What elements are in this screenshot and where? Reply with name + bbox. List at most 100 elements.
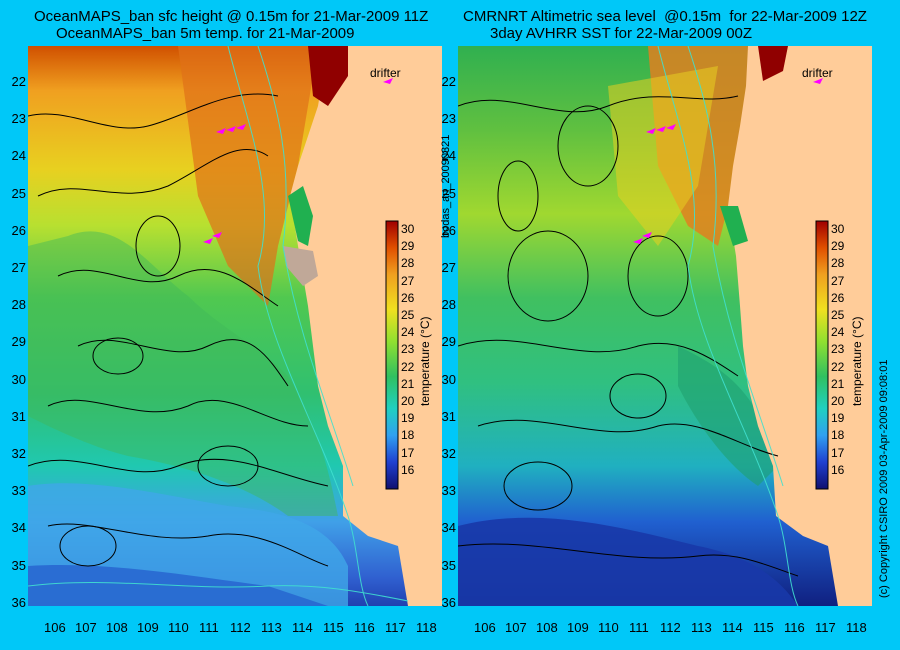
right-y-tick: 28: [441, 297, 456, 313]
right-x-tick: 118: [846, 620, 867, 635]
left-y-tick: 22: [11, 74, 26, 89]
left-x-tick: 107: [75, 620, 97, 635]
left-colorbar-tick: 28: [401, 256, 415, 271]
right-colorbar-tick: 29: [831, 239, 845, 254]
right-x-tick: 114: [722, 620, 743, 635]
right-y-tick: 36: [441, 594, 456, 610]
left-y-tick: 30: [11, 371, 26, 387]
left-x-tick: 117: [385, 620, 406, 635]
right-y-tick: 25: [441, 185, 456, 201]
right-drifter-markers: [633, 78, 823, 244]
left-x-tick: 116: [354, 620, 375, 635]
left-x-tick: 108: [106, 620, 128, 635]
left-colorbar-tick: 21: [401, 376, 415, 391]
right-colorbar-tick: 23: [831, 342, 845, 357]
right-colorbar-label: temperature (°C): [850, 316, 864, 407]
left-y-tick: 35: [11, 557, 26, 573]
copyright-text: (c) Copyright CSIRO 2009 03-Apr-2009 09:…: [878, 359, 890, 598]
right-colorbar-tick: 21: [831, 376, 845, 391]
right-y-tick: 31: [441, 408, 456, 424]
right-colorbar-tick: 26: [831, 290, 845, 305]
left-map-svg: [28, 46, 442, 606]
left-map-panel: [28, 46, 442, 606]
right-x-tick: 111: [629, 620, 649, 635]
left-colorbar: [385, 220, 399, 490]
left-colorbar-tick: 18: [401, 428, 415, 443]
left-colorbar-label: temperature (°C): [418, 316, 432, 407]
left-title-line1: OceanMAPS_ban sfc height @ 0.15m for 21-…: [34, 8, 429, 25]
left-x-tick: 118: [416, 620, 437, 635]
right-map-svg: [458, 46, 872, 606]
right-colorbar-tick: 18: [831, 428, 845, 443]
right-title-line1: CMRNRT Altimetric sea level @0.15m for 2…: [463, 8, 867, 25]
right-colorbar-tick: 22: [831, 359, 845, 374]
left-y-tick: 26: [11, 222, 26, 238]
left-colorbar-tick: 26: [401, 290, 415, 305]
right-colorbar-tick: 17: [831, 445, 845, 460]
right-x-tick: 117: [815, 620, 836, 635]
left-y-tick: 32: [11, 446, 26, 461]
right-colorbar-tick: 24: [831, 325, 845, 340]
right-x-tick: 109: [567, 620, 589, 635]
left-x-tick: 109: [137, 620, 159, 635]
right-x-tick: 108: [536, 620, 558, 635]
left-y-tick: 34: [11, 520, 26, 536]
left-x-tick: 112: [230, 620, 251, 635]
left-x-tick: 114: [292, 620, 313, 635]
left-colorbar-tick: 19: [401, 411, 415, 426]
left-colorbar-tick: 27: [401, 273, 415, 288]
right-colorbar-tick: 28: [831, 256, 845, 271]
left-drifter-label: drifter: [370, 66, 401, 80]
left-colorbar-tick: 30: [401, 222, 415, 236]
right-colorbar-tick: 16: [831, 462, 845, 477]
right-map-panel: [458, 46, 872, 606]
right-colorbar-tick: 30: [831, 222, 845, 236]
right-x-tick: 106: [474, 620, 496, 635]
left-y-tick: 28: [11, 297, 26, 313]
right-x-tick: 112: [660, 620, 681, 635]
right-x-tick: 116: [784, 620, 805, 635]
left-land: [290, 46, 442, 606]
left-x-tick: 111: [199, 620, 219, 635]
left-colorbar-tick: 16: [401, 462, 415, 477]
right-colorbar-tick: 27: [831, 273, 845, 288]
left-y-tick: 23: [11, 111, 26, 127]
left-colorbar-tick: 25: [401, 308, 415, 322]
left-colorbar-tick: 22: [401, 359, 415, 374]
right-drifter-label: drifter: [802, 66, 833, 80]
right-y-tick: 26: [441, 222, 456, 238]
right-land: [728, 46, 872, 606]
left-drifter-markers: [203, 78, 393, 244]
right-y-tick: 22: [441, 74, 456, 89]
left-title-line2: OceanMAPS_ban 5m temp. for 21-Mar-2009: [56, 25, 355, 42]
right-colorbar-tick: 19: [831, 411, 845, 426]
right-colorbar-tick: 25: [831, 308, 845, 322]
left-colorbar-tick: 29: [401, 239, 415, 254]
left-y-tick: 24: [11, 148, 26, 164]
right-x-tick: 113: [691, 620, 712, 635]
right-y-tick: 29: [441, 334, 456, 350]
left-y-tick: 27: [11, 260, 26, 275]
run-id-text: bodas_an_20090321: [440, 134, 452, 238]
right-y-tick: 27: [441, 260, 456, 275]
right-title-line2: 3day AVHRR SST for 22-Mar-2009 00Z: [490, 25, 753, 42]
right-y-tick: 33: [441, 483, 456, 499]
left-x-tick: 110: [168, 620, 189, 635]
left-y-tick: 25: [11, 185, 26, 201]
left-x-tick: 113: [261, 620, 282, 635]
right-y-tick: 23: [441, 111, 456, 127]
left-colorbar-tick: 20: [401, 394, 415, 408]
right-colorbar: [815, 220, 829, 490]
left-y-tick: 31: [11, 408, 26, 424]
right-y-tick: 30: [441, 371, 456, 387]
left-x-tick: 106: [44, 620, 66, 635]
right-colorbar-tick: 20: [831, 394, 845, 408]
right-y-tick: 34: [441, 520, 456, 536]
left-y-tick: 33: [11, 483, 26, 499]
right-x-tick: 110: [598, 620, 619, 635]
left-colorbar-tick: 17: [401, 445, 415, 460]
left-y-tick: 29: [11, 334, 26, 350]
right-y-tick: 32: [441, 446, 456, 461]
right-x-tick: 107: [505, 620, 527, 635]
right-x-tick: 115: [753, 620, 774, 635]
